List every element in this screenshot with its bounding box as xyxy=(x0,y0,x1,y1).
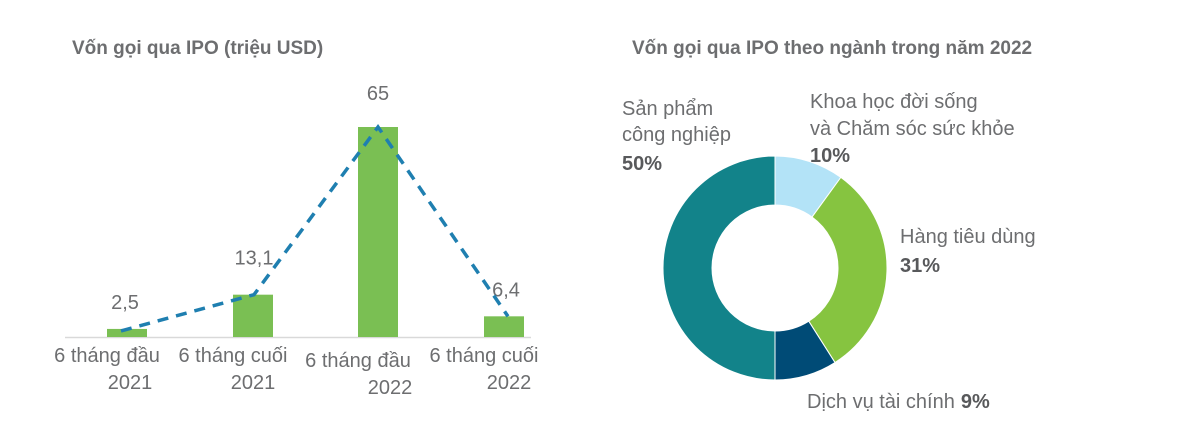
data-label: 65 xyxy=(367,83,389,105)
data-label: 13,1 xyxy=(235,248,274,270)
category-label: 2022 xyxy=(487,372,532,394)
donut-slice xyxy=(662,155,776,381)
data-label: 2,5 xyxy=(111,292,139,314)
slice-label-consumer: Hàng tiêu dùng xyxy=(900,226,1036,248)
category-label: 6 tháng cuối xyxy=(179,345,288,367)
slice-pct-health: 10% xyxy=(810,145,850,167)
slice-pct-industrial: 50% xyxy=(622,153,662,175)
slice-label-health-line2: và Chăm sóc sức khỏe xyxy=(810,118,1015,140)
slice-label-industrial-line2: công nghiệp xyxy=(622,124,731,146)
bar xyxy=(484,316,524,337)
bar xyxy=(358,127,398,337)
slice-label-industrial-line1: Sản phẩm xyxy=(622,98,713,120)
bar xyxy=(107,328,147,337)
slice-pct-finance: 9% xyxy=(961,391,990,413)
donut-slice xyxy=(808,176,888,364)
donut-chart-title: Vốn gọi qua IPO theo ngành trong năm 202… xyxy=(632,38,1032,59)
category-label: 6 tháng cuối xyxy=(430,345,539,367)
slice-pct-consumer: 31% xyxy=(900,255,940,277)
category-label: 6 tháng đầu xyxy=(54,345,160,367)
category-label: 2022 xyxy=(368,377,413,399)
bar xyxy=(233,294,273,337)
slice-label-finance: Dịch vụ tài chính 9% xyxy=(807,391,990,413)
data-label: 6,4 xyxy=(492,279,520,301)
bar-chart-title: Vốn gọi qua IPO (triệu USD) xyxy=(72,38,323,59)
category-label: 6 tháng đầu xyxy=(305,350,411,372)
trend-line xyxy=(120,123,510,333)
category-label: 2021 xyxy=(108,372,153,394)
slice-label-finance-name: Dịch vụ tài chính xyxy=(807,391,955,413)
category-label: 2021 xyxy=(231,372,276,394)
slice-label-health-line1: Khoa học đời sống xyxy=(810,91,978,113)
